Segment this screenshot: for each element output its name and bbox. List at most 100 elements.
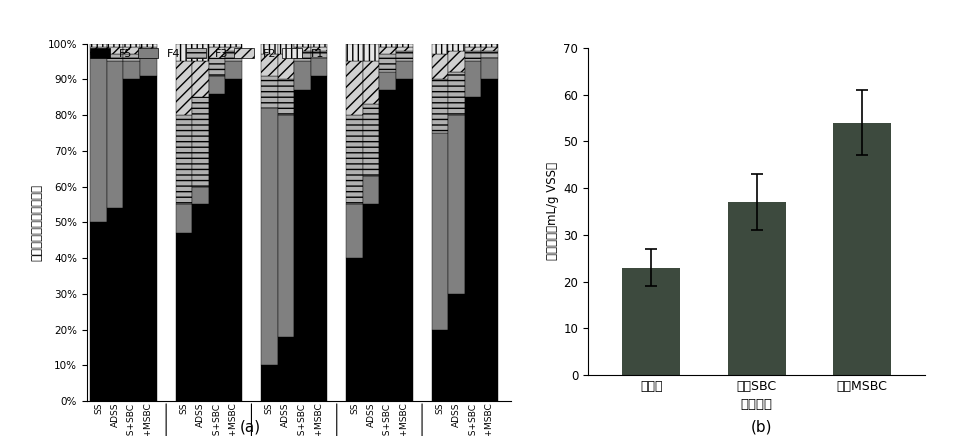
Bar [465, 51, 481, 61]
Bar [380, 44, 396, 47]
Bar [140, 51, 157, 58]
Bar [294, 61, 310, 90]
Bar [448, 44, 465, 51]
Bar [140, 47, 157, 51]
Bar [107, 44, 123, 47]
Bar [192, 61, 209, 97]
Bar [380, 90, 396, 401]
Bar [91, 54, 107, 222]
Bar [481, 79, 497, 401]
Bar [91, 222, 107, 401]
Bar [448, 294, 465, 401]
Bar [362, 61, 380, 104]
Bar [396, 61, 413, 79]
Bar [140, 44, 157, 47]
Bar [107, 54, 123, 61]
Bar [380, 54, 396, 72]
Bar [107, 61, 123, 208]
Bar [396, 79, 413, 401]
Bar [91, 44, 107, 47]
Bar [346, 258, 362, 401]
Bar [346, 115, 362, 204]
Bar [209, 94, 226, 401]
Bar [107, 47, 123, 54]
Bar [432, 79, 448, 133]
Bar [192, 187, 209, 204]
Bar [448, 72, 465, 115]
Bar [278, 54, 294, 79]
Bar [465, 97, 481, 401]
Bar [123, 61, 140, 79]
Bar [175, 115, 192, 204]
Bar [294, 51, 310, 61]
Bar [432, 44, 448, 54]
Bar [294, 47, 310, 51]
Bar [481, 44, 497, 47]
Bar [91, 51, 107, 54]
Bar [362, 204, 380, 401]
Y-axis label: 不同形态重金属所占比例: 不同形态重金属所占比例 [31, 184, 43, 261]
Bar [310, 44, 327, 47]
Bar [209, 44, 226, 47]
Bar [481, 58, 497, 79]
Bar [432, 133, 448, 330]
Bar [209, 76, 226, 94]
Bar [294, 90, 310, 401]
Bar [91, 47, 107, 51]
Bar [209, 47, 226, 58]
Bar [310, 76, 327, 401]
Bar [226, 51, 242, 61]
Bar [362, 104, 380, 176]
Bar [278, 79, 294, 115]
Text: (b): (b) [751, 419, 772, 435]
Bar [432, 330, 448, 401]
Legend: F5, F4, F3, F2, F1: F5, F4, F3, F2, F1 [88, 46, 326, 61]
Bar [432, 54, 448, 79]
Bar [278, 44, 294, 54]
Bar [346, 204, 362, 258]
Bar [310, 47, 327, 51]
Bar [380, 72, 396, 90]
Bar [226, 47, 242, 51]
Bar [728, 202, 786, 375]
Bar [448, 51, 465, 72]
Text: (a): (a) [240, 419, 261, 435]
Bar [175, 233, 192, 401]
Bar [175, 61, 192, 115]
Bar [465, 44, 481, 47]
Bar [623, 268, 681, 375]
Bar [465, 61, 481, 97]
Bar [261, 108, 278, 365]
Bar [226, 61, 242, 79]
Bar [261, 76, 278, 108]
Bar [261, 54, 278, 76]
X-axis label: 实验处理: 实验处理 [740, 399, 773, 412]
Bar [140, 58, 157, 76]
Bar [310, 58, 327, 76]
Bar [278, 337, 294, 401]
Bar [123, 54, 140, 61]
Bar [175, 204, 192, 233]
Bar [261, 44, 278, 54]
Bar [310, 51, 327, 58]
Bar [481, 51, 497, 58]
Bar [192, 44, 209, 61]
Bar [278, 115, 294, 337]
Bar [261, 365, 278, 401]
Bar [226, 44, 242, 47]
Bar [123, 44, 140, 47]
Bar [192, 204, 209, 401]
Bar [396, 47, 413, 51]
Y-axis label: 甲烷产率（mL/g VSS）: 甲烷产率（mL/g VSS） [547, 163, 559, 260]
Bar [396, 51, 413, 61]
Bar [209, 58, 226, 76]
Bar [175, 44, 192, 61]
Bar [140, 76, 157, 401]
Bar [294, 44, 310, 47]
Bar [346, 61, 362, 115]
Bar [107, 208, 123, 401]
Bar [396, 44, 413, 47]
Bar [123, 47, 140, 54]
Bar [362, 44, 380, 61]
Bar [465, 47, 481, 51]
